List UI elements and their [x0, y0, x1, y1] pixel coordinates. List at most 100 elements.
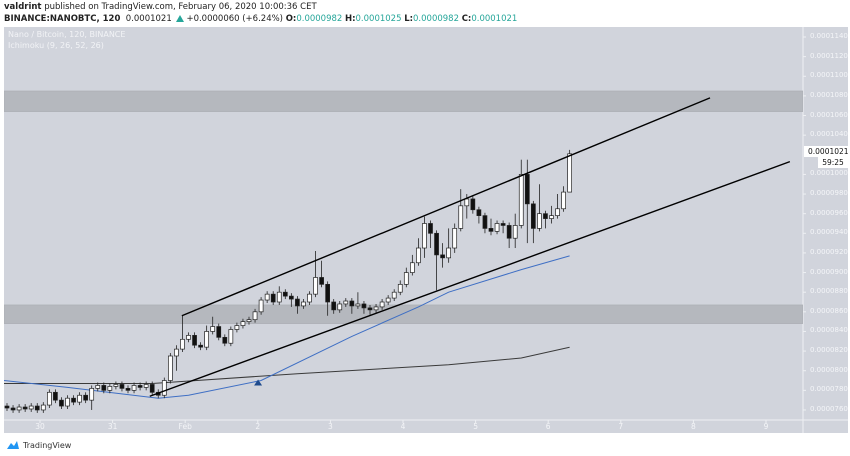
candle-up [258, 299, 264, 313]
price-tick-label: 0.0000820 [810, 346, 848, 355]
candle-down [325, 283, 330, 303]
price-tick-label: 0.0000960 [810, 208, 848, 217]
candle-down [192, 335, 197, 346]
price-tick-label: 0.0000840 [810, 326, 848, 335]
candle-up [397, 283, 403, 293]
price-tick-label: 0.0001080 [810, 90, 848, 99]
price-tick-label: 0.0000860 [810, 306, 848, 315]
high-value: 0.0001025 [355, 14, 402, 24]
candle-up [161, 380, 167, 396]
candle-down [119, 384, 125, 389]
candle-up [561, 191, 566, 210]
candle-up [446, 247, 451, 259]
candle-down [524, 174, 530, 205]
slow-moving-average-line [4, 346, 570, 384]
open-value: 0.0000982 [296, 14, 343, 24]
price-tick-label: 0.0000880 [810, 287, 848, 296]
candle-up [65, 397, 70, 407]
candle-down [59, 399, 64, 407]
candle-up [95, 385, 101, 389]
time-tick-label: 2 [255, 422, 261, 431]
candle-down [506, 225, 512, 239]
candle-down [361, 303, 367, 309]
candle-up [252, 311, 258, 321]
price-tick-label: 0.0001000 [810, 169, 848, 178]
time-tick-label: 31 [107, 422, 118, 431]
candle-up [494, 223, 500, 232]
candle-down [319, 277, 324, 285]
candle-up [174, 348, 179, 357]
candle-down [34, 405, 40, 411]
channel-trendline [181, 97, 711, 317]
candle-up [40, 404, 46, 411]
time-tick-label: 7 [618, 422, 624, 431]
candle-up [228, 329, 234, 344]
support-resistance-zone [4, 304, 803, 324]
candle-up [410, 262, 415, 273]
candle-down [367, 307, 373, 311]
candle-up [89, 388, 95, 401]
candle-down [282, 291, 288, 297]
candle-up [403, 272, 409, 285]
candle-down [488, 228, 494, 232]
time-tick-label: Feb [178, 422, 192, 431]
candle-up [131, 385, 137, 391]
candle-up [373, 306, 379, 311]
candle-up [240, 321, 246, 326]
price-tick-label: 0.0001140 [810, 32, 848, 40]
channel-trendline [149, 160, 791, 397]
last-price: 0.0001021 [125, 14, 172, 24]
time-tick-label: 6 [545, 422, 551, 431]
price-tick-label: 0.0001040 [810, 130, 848, 139]
candle-down [10, 407, 16, 411]
price-tick-label: 0.0000920 [810, 247, 848, 256]
candle-up [518, 174, 524, 226]
candle-down [137, 385, 143, 388]
candle-up [113, 384, 119, 387]
candle-up [391, 291, 397, 299]
candle-up [210, 326, 216, 332]
candle-up [77, 394, 82, 403]
candle-down [216, 326, 222, 338]
price-tick-label: 0.0000800 [810, 365, 848, 374]
candle-up [549, 215, 554, 219]
candle-up [555, 208, 560, 216]
candle-down [149, 384, 155, 393]
series-legend: Nano / Bitcoin, 120, BINANCE [8, 30, 126, 39]
footer-brand[interactable]: TradingView [6, 440, 71, 450]
candle-up [422, 223, 427, 249]
candle-down [349, 300, 355, 307]
candle-up [107, 386, 113, 391]
candle-up [567, 153, 573, 193]
candle-up [385, 297, 391, 303]
candle-up [276, 291, 282, 303]
price-tick-label: 0.0000760 [810, 404, 848, 413]
symbol-info: BINANCE:NANOBTC, 120 0.0001021 +0.000006… [4, 14, 517, 24]
candle-down [222, 336, 228, 344]
publish-info: valdrint published on TradingView.com, F… [4, 2, 317, 12]
candle-up [416, 247, 421, 264]
time-tick-label: 3 [328, 422, 333, 431]
price-change: +0.0000060 (+6.24%) [186, 14, 283, 24]
candle-up [307, 293, 312, 303]
candle-down [434, 232, 439, 256]
signal-triangle-marker [254, 379, 263, 386]
price-tick-label: 0.0001100 [810, 71, 848, 80]
candle-up [246, 319, 252, 322]
author[interactable]: valdrint [4, 2, 42, 12]
candle-down [270, 293, 276, 303]
close-value: 0.0001021 [471, 14, 518, 24]
close-label: C: [461, 14, 472, 24]
candle-up [301, 301, 306, 307]
candle-down [83, 394, 89, 401]
candle-down [543, 213, 548, 219]
candle-down [125, 388, 131, 391]
fast-moving-average-line [4, 255, 570, 399]
candle-down [71, 397, 76, 403]
brand-name: TradingView [23, 440, 72, 450]
open-label: O: [285, 14, 297, 24]
candle-up [355, 303, 361, 307]
price-tick-label: 0.0000940 [810, 228, 848, 237]
candle-up [458, 205, 464, 229]
